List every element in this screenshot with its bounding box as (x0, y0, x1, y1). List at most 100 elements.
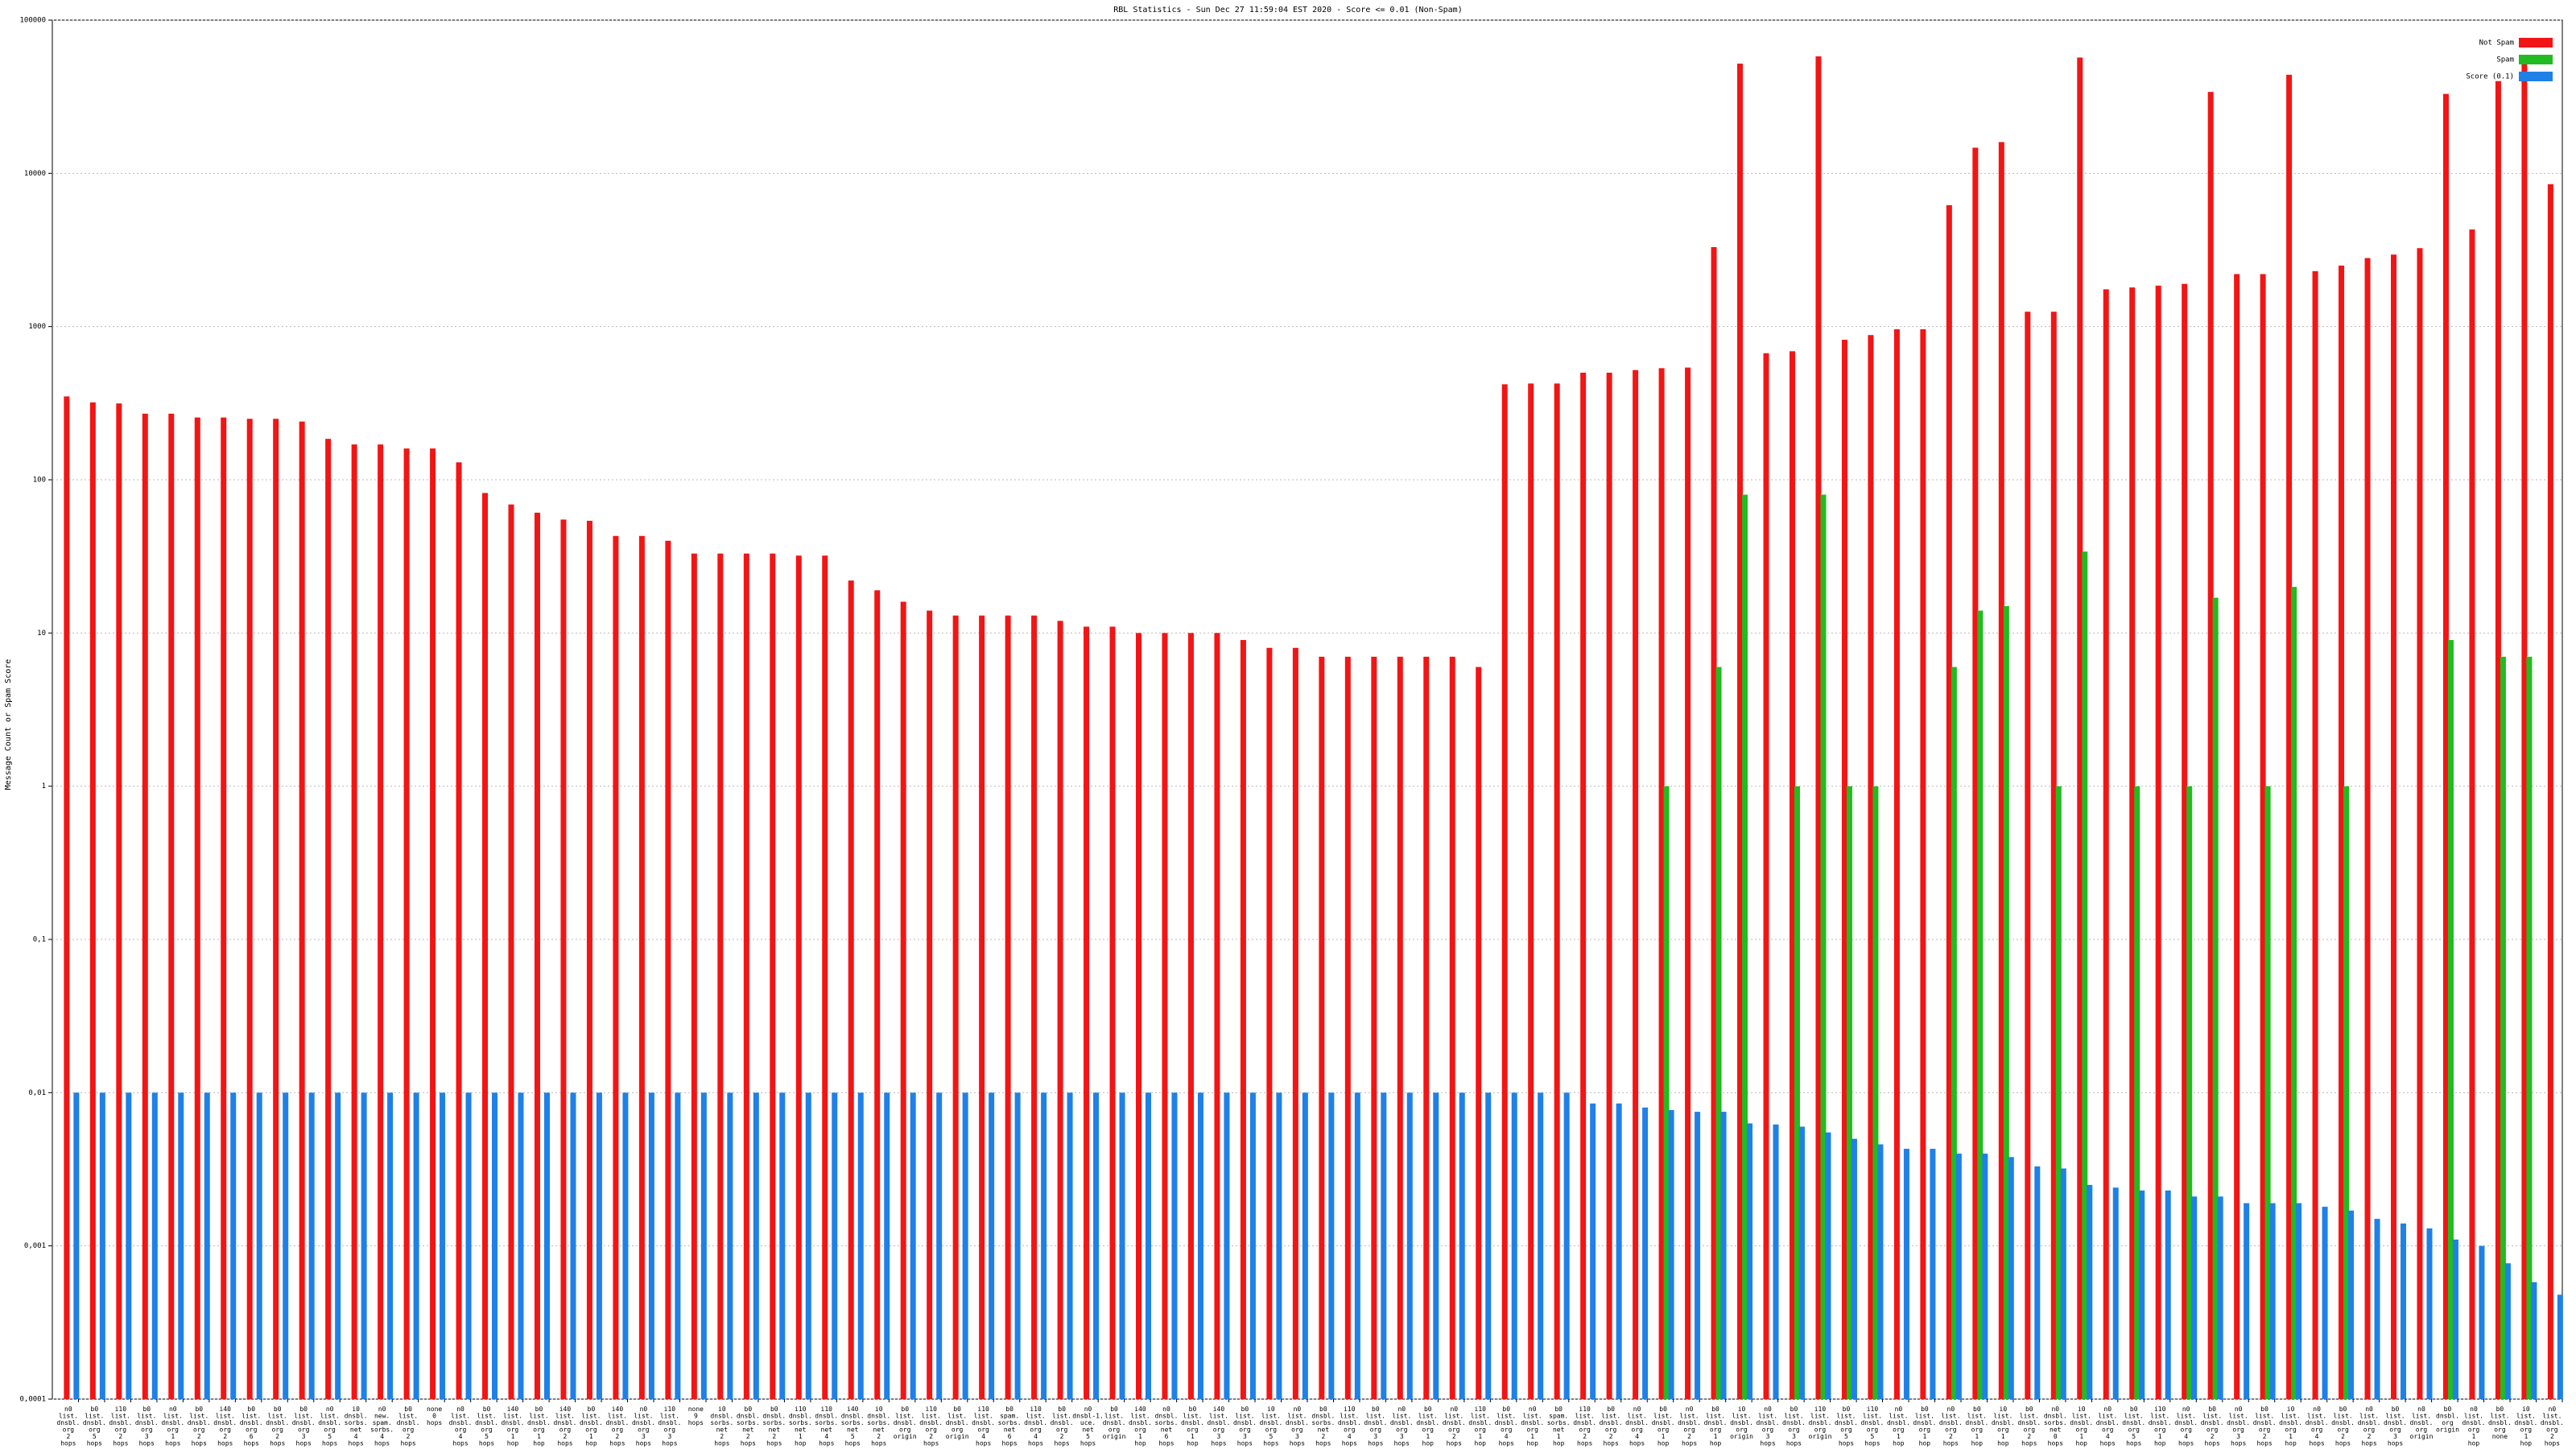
x-tick-label-line: org (1788, 1426, 1800, 1433)
x-tick-label: b0 list. dnsbl. org 5 hops (2122, 1406, 2145, 1447)
x-tick-label-line: dnsbl. (867, 1412, 890, 1419)
x-tick-label-line: dnsbl. (2306, 1419, 2329, 1426)
x-tick-label-line: dnsbl. (83, 1419, 106, 1426)
x-tick-label: n0 list. dnsbl. org 4 hops (2174, 1406, 2198, 1447)
bar (534, 512, 540, 1399)
x-tick-label-line: n0 (2051, 1406, 2059, 1413)
bar (1014, 1092, 1021, 1399)
bar (2182, 283, 2188, 1399)
y-tick-label: 1000 (28, 323, 46, 331)
x-tick-label-line: n0 (2182, 1406, 2190, 1413)
bar (142, 413, 148, 1399)
x-tick-label-line: dnsbl. (318, 1419, 341, 1426)
x-tick-label-line: list. (2124, 1412, 2144, 1419)
x-tick-label-line: org (324, 1426, 336, 1433)
x-tick-label-line: origin (1730, 1433, 1753, 1440)
bar (675, 1092, 681, 1399)
x-tick-label-line: org (585, 1426, 597, 1433)
bar (691, 553, 697, 1399)
bar (1214, 633, 1220, 1399)
x-tick-label-line: sorbs. (1311, 1419, 1335, 1426)
x-tick-label-line: 3 (1373, 1433, 1377, 1440)
x-tick-label-line: org (1475, 1426, 1487, 1433)
x-tick-label: i0 list. dnsbl. org 1 hop (2070, 1406, 2093, 1447)
x-tick-label-line: dnsbl. (1809, 1419, 1832, 1426)
x-tick-label-line: hops (1629, 1439, 1645, 1447)
x-tick-label-line: b0 (2130, 1406, 2138, 1413)
bar (1955, 1154, 1962, 1399)
x-tick-label-line: hop (1971, 1439, 1984, 1447)
bar (178, 1092, 184, 1399)
x-tick-label-line: 5 (1086, 1433, 1090, 1440)
x-tick-label-line: 3 (1243, 1433, 1247, 1440)
x-tick-label-line: n0 (378, 1406, 386, 1413)
x-tick-label-line: dnsbl. (789, 1412, 812, 1419)
bar (1946, 204, 1952, 1399)
x-tick-label-line: list. (1287, 1412, 1307, 1419)
x-tick-label-line: org (925, 1426, 937, 1433)
x-tick-label-line: 1 (1662, 1433, 1666, 1440)
x-tick-label-line: spam. (1549, 1412, 1568, 1419)
x-tick-label: none 0 hops (427, 1406, 442, 1426)
x-tick-label-line: hops (1080, 1439, 1096, 1447)
x-tick-label-line: i10 (1814, 1406, 1827, 1413)
x-tick-label-line: list. (2412, 1412, 2431, 1419)
x-tick-label-line: i0 (1738, 1406, 1746, 1413)
y-tick-label: 0,1 (33, 936, 46, 944)
x-tick-label-line: org (1239, 1426, 1251, 1433)
bar (2060, 1168, 2066, 1399)
bar (1737, 64, 1744, 1399)
x-tick-label-line: 2 (746, 1433, 750, 1440)
x-tick-label-line: n0 (2313, 1406, 2321, 1413)
x-tick-label-line: net (1553, 1426, 1565, 1433)
x-tick-label-line: dnsbl. (1364, 1419, 1387, 1426)
x-tick-label-line: dnsbl. (213, 1419, 237, 1426)
x-tick-label-line: org (2389, 1426, 2401, 1433)
bar (2557, 1294, 2563, 1399)
x-tick-label-line: dnsbl. (2174, 1419, 2198, 1426)
bar (2426, 1228, 2433, 1399)
bar (492, 1092, 498, 1399)
x-tick-label-line: dnsbl. (240, 1419, 263, 1426)
x-tick-label-line: list. (2516, 1412, 2536, 1419)
x-tick-label-line: dnsbl. (894, 1419, 917, 1426)
bar (2003, 605, 2009, 1399)
bar (910, 1092, 916, 1399)
bar (1841, 340, 1847, 1399)
x-tick-label: i0 dnsbl. sorbs. net 4 hops (345, 1406, 368, 1447)
x-tick-label-line: dnsbl. (2017, 1419, 2041, 1426)
x-tick-label-line: i10 (1344, 1406, 1356, 1413)
x-tick-label-line: hops (349, 1439, 364, 1447)
x-tick-label-line: 2 (720, 1433, 724, 1440)
x-tick-label: i10 list. dnsbl. org 1 hop (1468, 1406, 1492, 1447)
x-tick-label-line: b0 (299, 1406, 308, 1413)
bar (1972, 147, 1979, 1399)
x-tick-label-line: dnsbl. (1965, 1419, 1988, 1426)
bar (1920, 329, 1926, 1400)
x-tick-label-line: dnsbl. (1652, 1419, 1675, 1426)
x-tick-label-line: hops (165, 1439, 180, 1447)
x-tick-label-line: org (507, 1426, 519, 1433)
x-tick-label-line: i40 (1134, 1406, 1146, 1413)
x-tick-label-line: org (2494, 1426, 2506, 1433)
x-tick-label-line: list. (2150, 1412, 2169, 1419)
x-tick-label: n0 list. dnsbl. org 5 hops (318, 1406, 341, 1447)
x-tick-label-line: hops (1158, 1439, 1174, 1447)
x-tick-label: i10 dnsbl. sorbs. net 1 hop (789, 1406, 812, 1447)
bar (2500, 656, 2506, 1399)
x-tick-label-line: org (638, 1426, 650, 1433)
x-tick-label-line: hops (87, 1439, 102, 1447)
x-tick-label-line: dnsbl. (1992, 1419, 2015, 1426)
bar (1302, 1092, 1308, 1399)
bar (1851, 1138, 1857, 1399)
x-tick-label-line: 5 (1269, 1433, 1273, 1440)
bar (1951, 667, 1957, 1399)
x-tick-label-line: b0 (2339, 1406, 2347, 1413)
bar (1580, 372, 1587, 1400)
x-tick-label-line: dnsbl. (580, 1419, 603, 1426)
x-tick-label-line: dnsbl. (2436, 1412, 2459, 1419)
x-tick-label-line: dnsbl. (188, 1419, 211, 1426)
x-tick-label-line: 2 (2368, 1433, 2372, 1440)
x-tick-label-line: 3 (1766, 1433, 1770, 1440)
x-tick-label-line: hops (217, 1439, 233, 1447)
